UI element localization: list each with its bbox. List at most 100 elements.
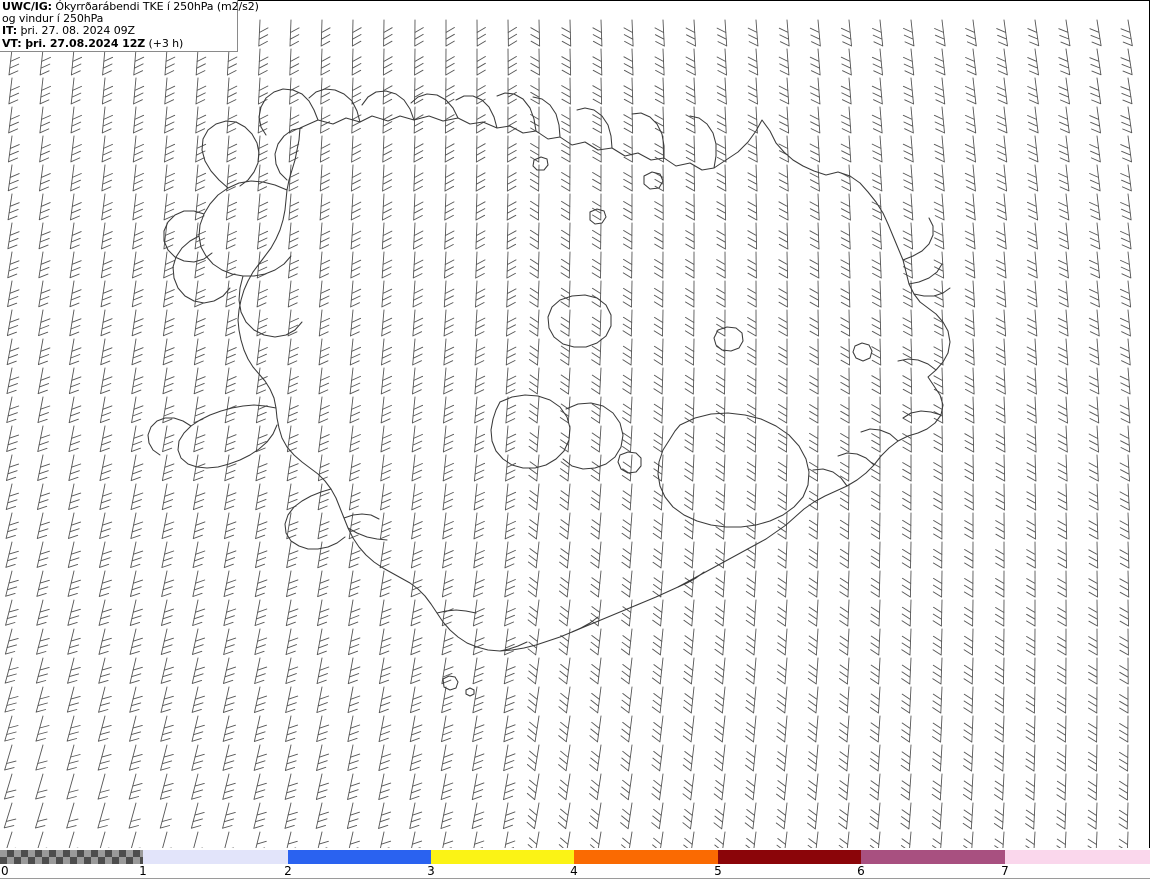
wind-barb-flag	[841, 63, 852, 69]
wind-barb-flag	[903, 150, 914, 156]
wind-barb-staff	[879, 106, 883, 134]
wind-barb-staff	[225, 338, 230, 366]
wind-barb-flag	[317, 534, 328, 540]
wind-barb-staff	[131, 367, 137, 395]
wind-barb-flag	[559, 503, 569, 511]
wind-barb-flag	[5, 505, 16, 510]
wind-barb-flag	[654, 34, 665, 40]
wind-barb-flag	[996, 273, 1007, 279]
wind-barb-staff	[226, 193, 230, 221]
wind-barb-flag	[839, 555, 849, 562]
wind-barb-flag	[591, 403, 601, 410]
wind-barb-flag	[442, 505, 453, 511]
wind-barb-flag	[622, 272, 633, 279]
wind-barb-flag	[133, 121, 144, 127]
wind-barb-staff	[1003, 396, 1006, 424]
wind-barb-flag	[560, 330, 570, 337]
wind-barb-flag	[654, 150, 664, 156]
wind-barb-flag	[163, 499, 174, 504]
wind-barb-flag	[505, 608, 516, 613]
wind-barb-staff	[413, 135, 416, 163]
wind-barb-flag	[871, 410, 881, 417]
wind-barb-staff	[662, 106, 665, 134]
wind-barb-flag	[195, 289, 206, 294]
wind-barb-flag	[9, 405, 20, 410]
wind-barb-staff	[100, 309, 106, 337]
wind-barb-flag	[350, 492, 361, 497]
wind-barb-flag	[1027, 417, 1037, 424]
wind-barb-flag	[777, 613, 787, 620]
wind-barb-flag	[747, 265, 757, 272]
wind-barb-staff	[161, 570, 168, 597]
wind-barb-flag	[808, 497, 818, 504]
wind-barb-flag	[809, 172, 820, 178]
colorbar[interactable]	[0, 850, 1150, 864]
wind-barb-flag	[39, 383, 50, 388]
wind-barb-flag	[1026, 317, 1037, 323]
wind-barb-flag	[777, 555, 787, 562]
wind-barb-flag	[193, 476, 204, 482]
wind-barb-flag	[258, 230, 269, 236]
wind-barb-staff	[972, 251, 976, 279]
wind-barb-staff	[1127, 425, 1131, 453]
wind-barb-flag	[1089, 144, 1100, 149]
wind-barb-staff	[472, 628, 478, 656]
wind-barb-flag	[653, 345, 664, 352]
wind-barb-flag	[903, 121, 914, 127]
wind-barb-flag	[653, 526, 663, 533]
wind-barb-staff	[847, 599, 850, 627]
wind-barb-flag	[445, 114, 455, 120]
wind-barb-flag	[162, 360, 173, 366]
wind-barb-flag	[288, 411, 298, 417]
wind-barb-flag	[318, 556, 329, 562]
wind-barb-flag	[841, 272, 851, 279]
wind-barb-flag	[39, 492, 51, 497]
wind-barb-flag	[8, 150, 19, 156]
wind-barb-flag	[748, 63, 758, 69]
wind-barb-flag	[872, 179, 882, 185]
wind-barb-staff	[69, 309, 75, 337]
wind-barb-flag	[623, 230, 633, 236]
wind-barb-staff	[597, 570, 602, 598]
wind-barb-flag	[934, 237, 944, 243]
wind-barb-flag	[379, 650, 390, 656]
wind-barb-flag	[162, 447, 173, 453]
wind-barb-flag	[290, 27, 300, 33]
wind-barb-flag	[444, 317, 455, 323]
wind-barb-staff	[100, 338, 106, 366]
wind-barb-flag	[255, 563, 266, 569]
wind-barb-staff	[910, 106, 914, 134]
wind-barb-flag	[194, 637, 206, 642]
wind-barb-staff	[910, 367, 913, 395]
wind-barb-flag	[444, 375, 455, 381]
wind-barb-flag	[225, 411, 236, 417]
wind-barb-flag	[352, 85, 362, 91]
wind-barb-staff	[133, 77, 137, 105]
wind-barb-flag	[933, 230, 944, 236]
wind-barb-flag	[380, 505, 390, 511]
wind-barb-staff	[319, 135, 323, 163]
wind-barb-staff	[536, 367, 540, 395]
wind-barb-flag	[1090, 121, 1101, 127]
wind-barb-flag	[1088, 404, 1099, 410]
wind-barb-staff	[39, 77, 44, 105]
wind-barb-flag	[561, 178, 571, 185]
wind-barb-staff	[1065, 280, 1069, 308]
wind-barb-flag	[39, 266, 50, 272]
wind-barb-flag	[351, 63, 362, 69]
wind-barb-flag	[414, 85, 424, 91]
wind-barb-flag	[1120, 469, 1130, 475]
wind-barb-flag	[506, 324, 516, 330]
wind-barb-staff	[68, 483, 75, 510]
wind-barb-flag	[654, 236, 664, 243]
wind-barb-flag	[1058, 201, 1068, 207]
wind-barb-flag	[474, 389, 485, 395]
map-panel[interactable]: UWC/IG: Ókyrrðarábendi TKE í 250hPa (m2/…	[0, 0, 1150, 848]
wind-barb-staff	[38, 222, 44, 250]
wind-barb-flag	[622, 461, 632, 468]
wind-barb-flag	[903, 330, 913, 337]
wind-barb-flag	[6, 331, 17, 337]
wind-barb-staff	[662, 77, 665, 105]
wind-barb-staff	[380, 454, 385, 482]
wind-barb-flag	[715, 606, 725, 613]
